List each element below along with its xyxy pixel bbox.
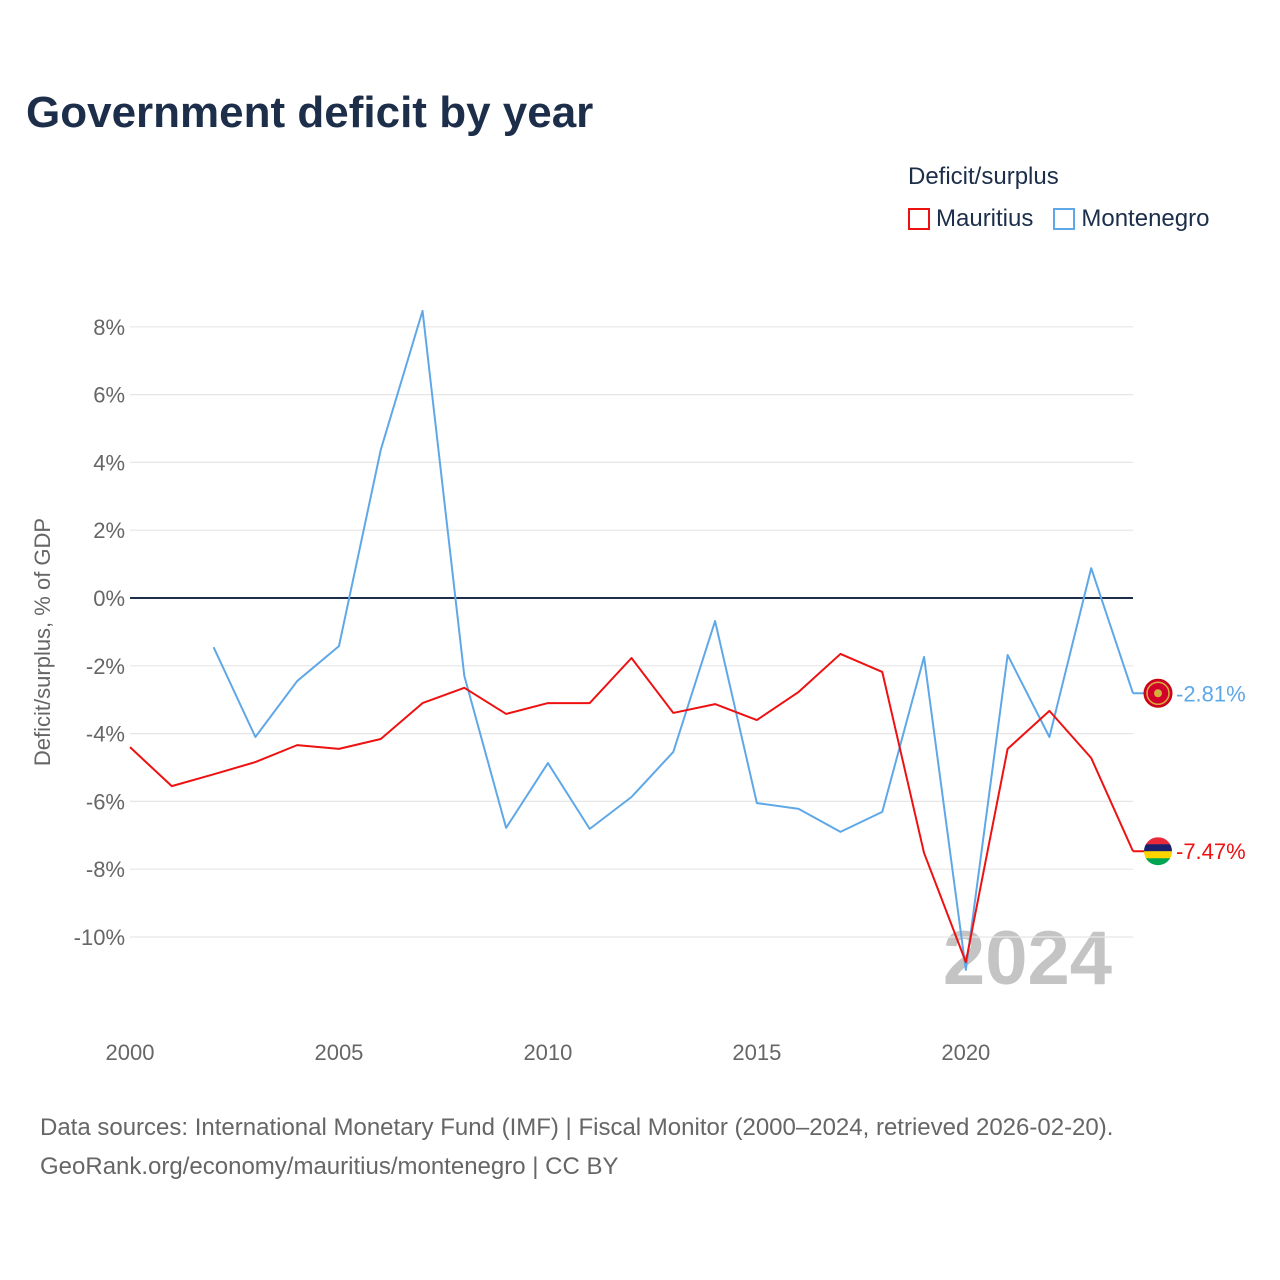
data-point xyxy=(838,651,843,656)
y-tick-label: 2% xyxy=(93,518,125,543)
data-point xyxy=(1047,734,1052,739)
data-point xyxy=(713,702,718,707)
data-point xyxy=(963,960,968,965)
data-point xyxy=(253,734,258,739)
y-axis-label: Deficit/surplus, % of GDP xyxy=(30,518,55,766)
data-point xyxy=(1005,652,1010,657)
data-point xyxy=(462,685,467,690)
end-value-label: -2.81% xyxy=(1176,681,1246,706)
data-point xyxy=(504,711,509,716)
data-point xyxy=(378,447,383,452)
data-point xyxy=(796,689,801,694)
data-point xyxy=(378,737,383,742)
chart-title: Government deficit by year xyxy=(26,88,594,137)
data-point xyxy=(545,701,550,706)
data-point xyxy=(796,806,801,811)
x-tick-label: 2010 xyxy=(523,1040,572,1065)
data-point xyxy=(1089,566,1094,571)
y-tick-label: -6% xyxy=(86,789,125,814)
x-tick-label: 2015 xyxy=(732,1040,781,1065)
data-point xyxy=(754,718,759,723)
data-point xyxy=(169,784,174,789)
data-point xyxy=(671,710,676,715)
data-point xyxy=(629,794,634,799)
y-tick-label: -2% xyxy=(86,654,125,679)
end-value-label: -7.47% xyxy=(1176,839,1246,864)
data-point xyxy=(963,967,968,972)
y-tick-label: -4% xyxy=(86,722,125,747)
legend-swatch xyxy=(1053,208,1076,230)
y-tick-label: 4% xyxy=(93,450,125,475)
series-line-montenegro xyxy=(212,309,1134,971)
y-tick-label: -10% xyxy=(74,925,125,950)
data-point xyxy=(880,669,885,674)
y-tick-label: 8% xyxy=(93,315,125,340)
data-point xyxy=(336,644,341,649)
y-tick-label: 0% xyxy=(93,586,125,611)
source-line-1: Data sources: International Monetary Fun… xyxy=(40,1114,1114,1141)
legend-title: Deficit/surplus xyxy=(908,163,1059,190)
data-point xyxy=(1089,756,1094,761)
legend-label: Mauritius xyxy=(936,205,1034,232)
data-point xyxy=(420,701,425,706)
data-point xyxy=(211,645,216,650)
data-point xyxy=(462,673,467,678)
source-line-2[interactable]: GeoRank.org/economy/mauritius/montenegro… xyxy=(40,1153,619,1180)
y-tick-label: -8% xyxy=(86,857,125,882)
data-point xyxy=(922,850,927,855)
data-point xyxy=(629,656,634,661)
series-line-mauritius xyxy=(129,652,1134,964)
legend: Mauritius Montenegro xyxy=(908,205,1209,233)
flag-emblem xyxy=(1154,689,1162,698)
flag-border xyxy=(1146,681,1170,706)
x-tick-label: 2020 xyxy=(941,1040,990,1065)
source-note: Data sources: International Monetary Fun… xyxy=(40,1108,1113,1186)
data-point xyxy=(587,701,592,706)
x-tick-label: 2000 xyxy=(106,1040,155,1065)
data-point xyxy=(295,679,300,684)
data-point xyxy=(838,829,843,834)
data-point xyxy=(1005,746,1010,751)
legend-swatch xyxy=(908,208,930,230)
data-point xyxy=(253,760,258,765)
data-point xyxy=(545,761,550,766)
data-point xyxy=(922,654,927,659)
mauritius-flag-icon xyxy=(1144,837,1172,866)
data-point xyxy=(295,743,300,748)
data-point xyxy=(713,619,718,624)
data-point xyxy=(754,801,759,806)
data-point xyxy=(880,809,885,814)
x-tick-label: 2005 xyxy=(314,1040,363,1065)
data-point xyxy=(420,308,425,313)
data-point xyxy=(336,746,341,751)
legend-item-mauritius[interactable]: Mauritius xyxy=(908,205,1033,233)
y-tick-label: 6% xyxy=(93,383,125,408)
data-point xyxy=(211,772,216,777)
data-point xyxy=(128,745,133,750)
legend-label: Montenegro xyxy=(1081,205,1210,232)
data-point xyxy=(671,749,676,754)
legend-item-montenegro[interactable]: Montenegro xyxy=(1053,205,1209,233)
data-point xyxy=(587,826,592,831)
data-point xyxy=(504,825,509,830)
data-point xyxy=(1047,708,1052,713)
